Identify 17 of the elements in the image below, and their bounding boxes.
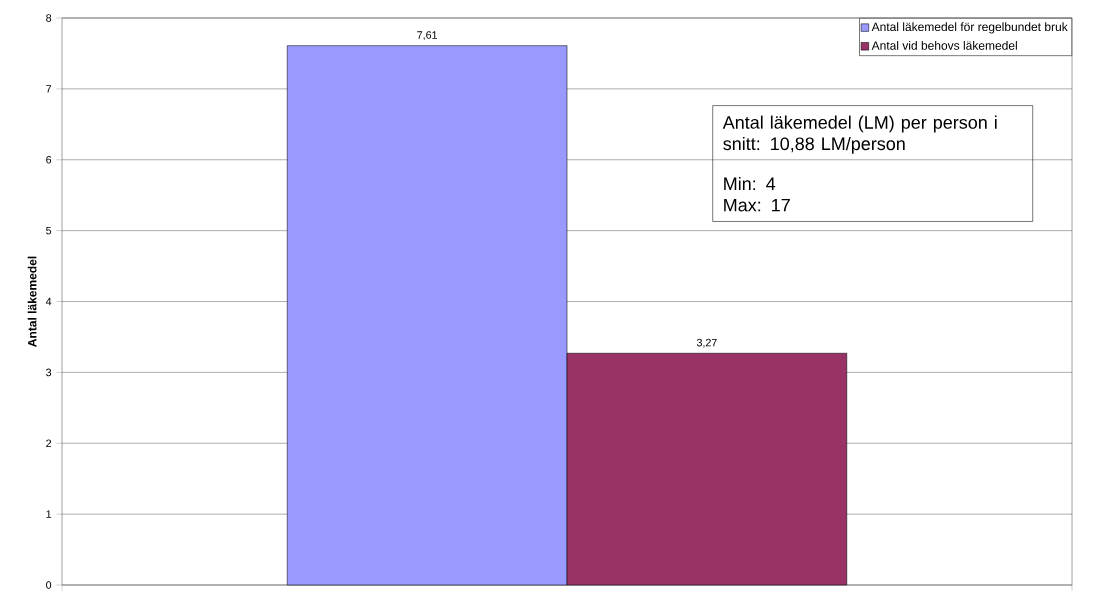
annotation: Max: 17 — [724, 198, 790, 212]
y-tick-label: 1 — [46, 510, 52, 518]
y-tick-label: 2 — [46, 439, 52, 447]
annotation: Antal läkemedel (LM) per person i snitt: 10,88 LM/person — [722, 115, 997, 154]
y-tick-label: 0 — [46, 581, 52, 589]
y-tick-label: 4 — [45, 297, 52, 306]
data-label: 7,61 — [417, 31, 437, 41]
legend-label: Antal vid behovs läkemedel — [871, 40, 1017, 50]
y-tick-label: 8 — [46, 14, 52, 22]
y-tick-label: 7 — [46, 85, 52, 93]
y-tick-label: 5 — [46, 226, 52, 235]
data-label: 3,27 — [696, 338, 717, 348]
y-tick-label: 6 — [46, 155, 52, 164]
y-tick-label: 3 — [46, 368, 52, 377]
legend-label: Antal läkemedel för regelbundet bruk — [871, 22, 1068, 34]
annotation: Min: 4 — [724, 176, 776, 190]
y-axis-title: Antal läkemedel — [27, 256, 37, 347]
